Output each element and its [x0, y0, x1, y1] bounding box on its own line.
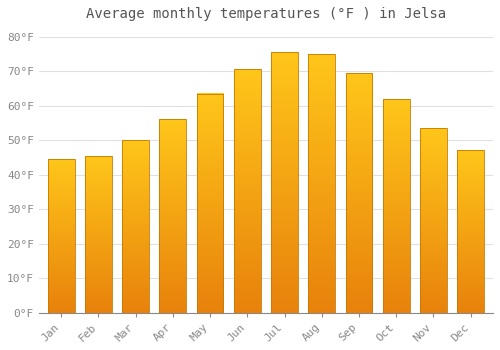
Bar — [196, 93, 224, 313]
Bar — [122, 140, 149, 313]
Bar — [383, 99, 409, 313]
Bar — [234, 69, 260, 313]
Title: Average monthly temperatures (°F ) in Jelsa: Average monthly temperatures (°F ) in Je… — [86, 7, 446, 21]
Bar — [48, 159, 74, 313]
Bar — [308, 54, 335, 313]
Bar — [420, 128, 447, 313]
Bar — [160, 119, 186, 313]
Bar — [85, 156, 112, 313]
Bar — [346, 73, 372, 313]
Bar — [458, 150, 484, 313]
Bar — [271, 52, 298, 313]
